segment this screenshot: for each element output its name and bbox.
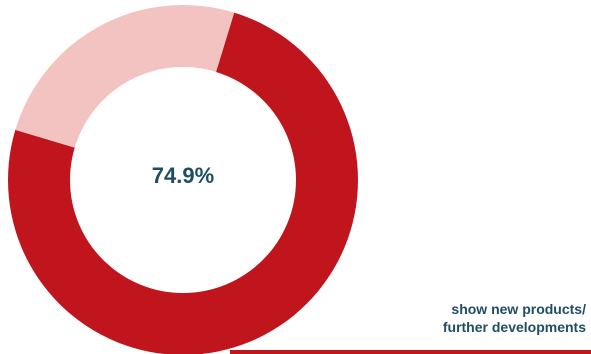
donut-slice-2 [15,5,235,148]
chart-caption: show new products/ further developments [443,300,586,336]
caption-line-1: show new products/ [451,301,586,317]
donut-center-value: 74.9% [151,163,215,188]
caption-line-2: further developments [442,319,586,335]
accent-underline [230,350,591,354]
donut-slice-1 [8,12,358,354]
